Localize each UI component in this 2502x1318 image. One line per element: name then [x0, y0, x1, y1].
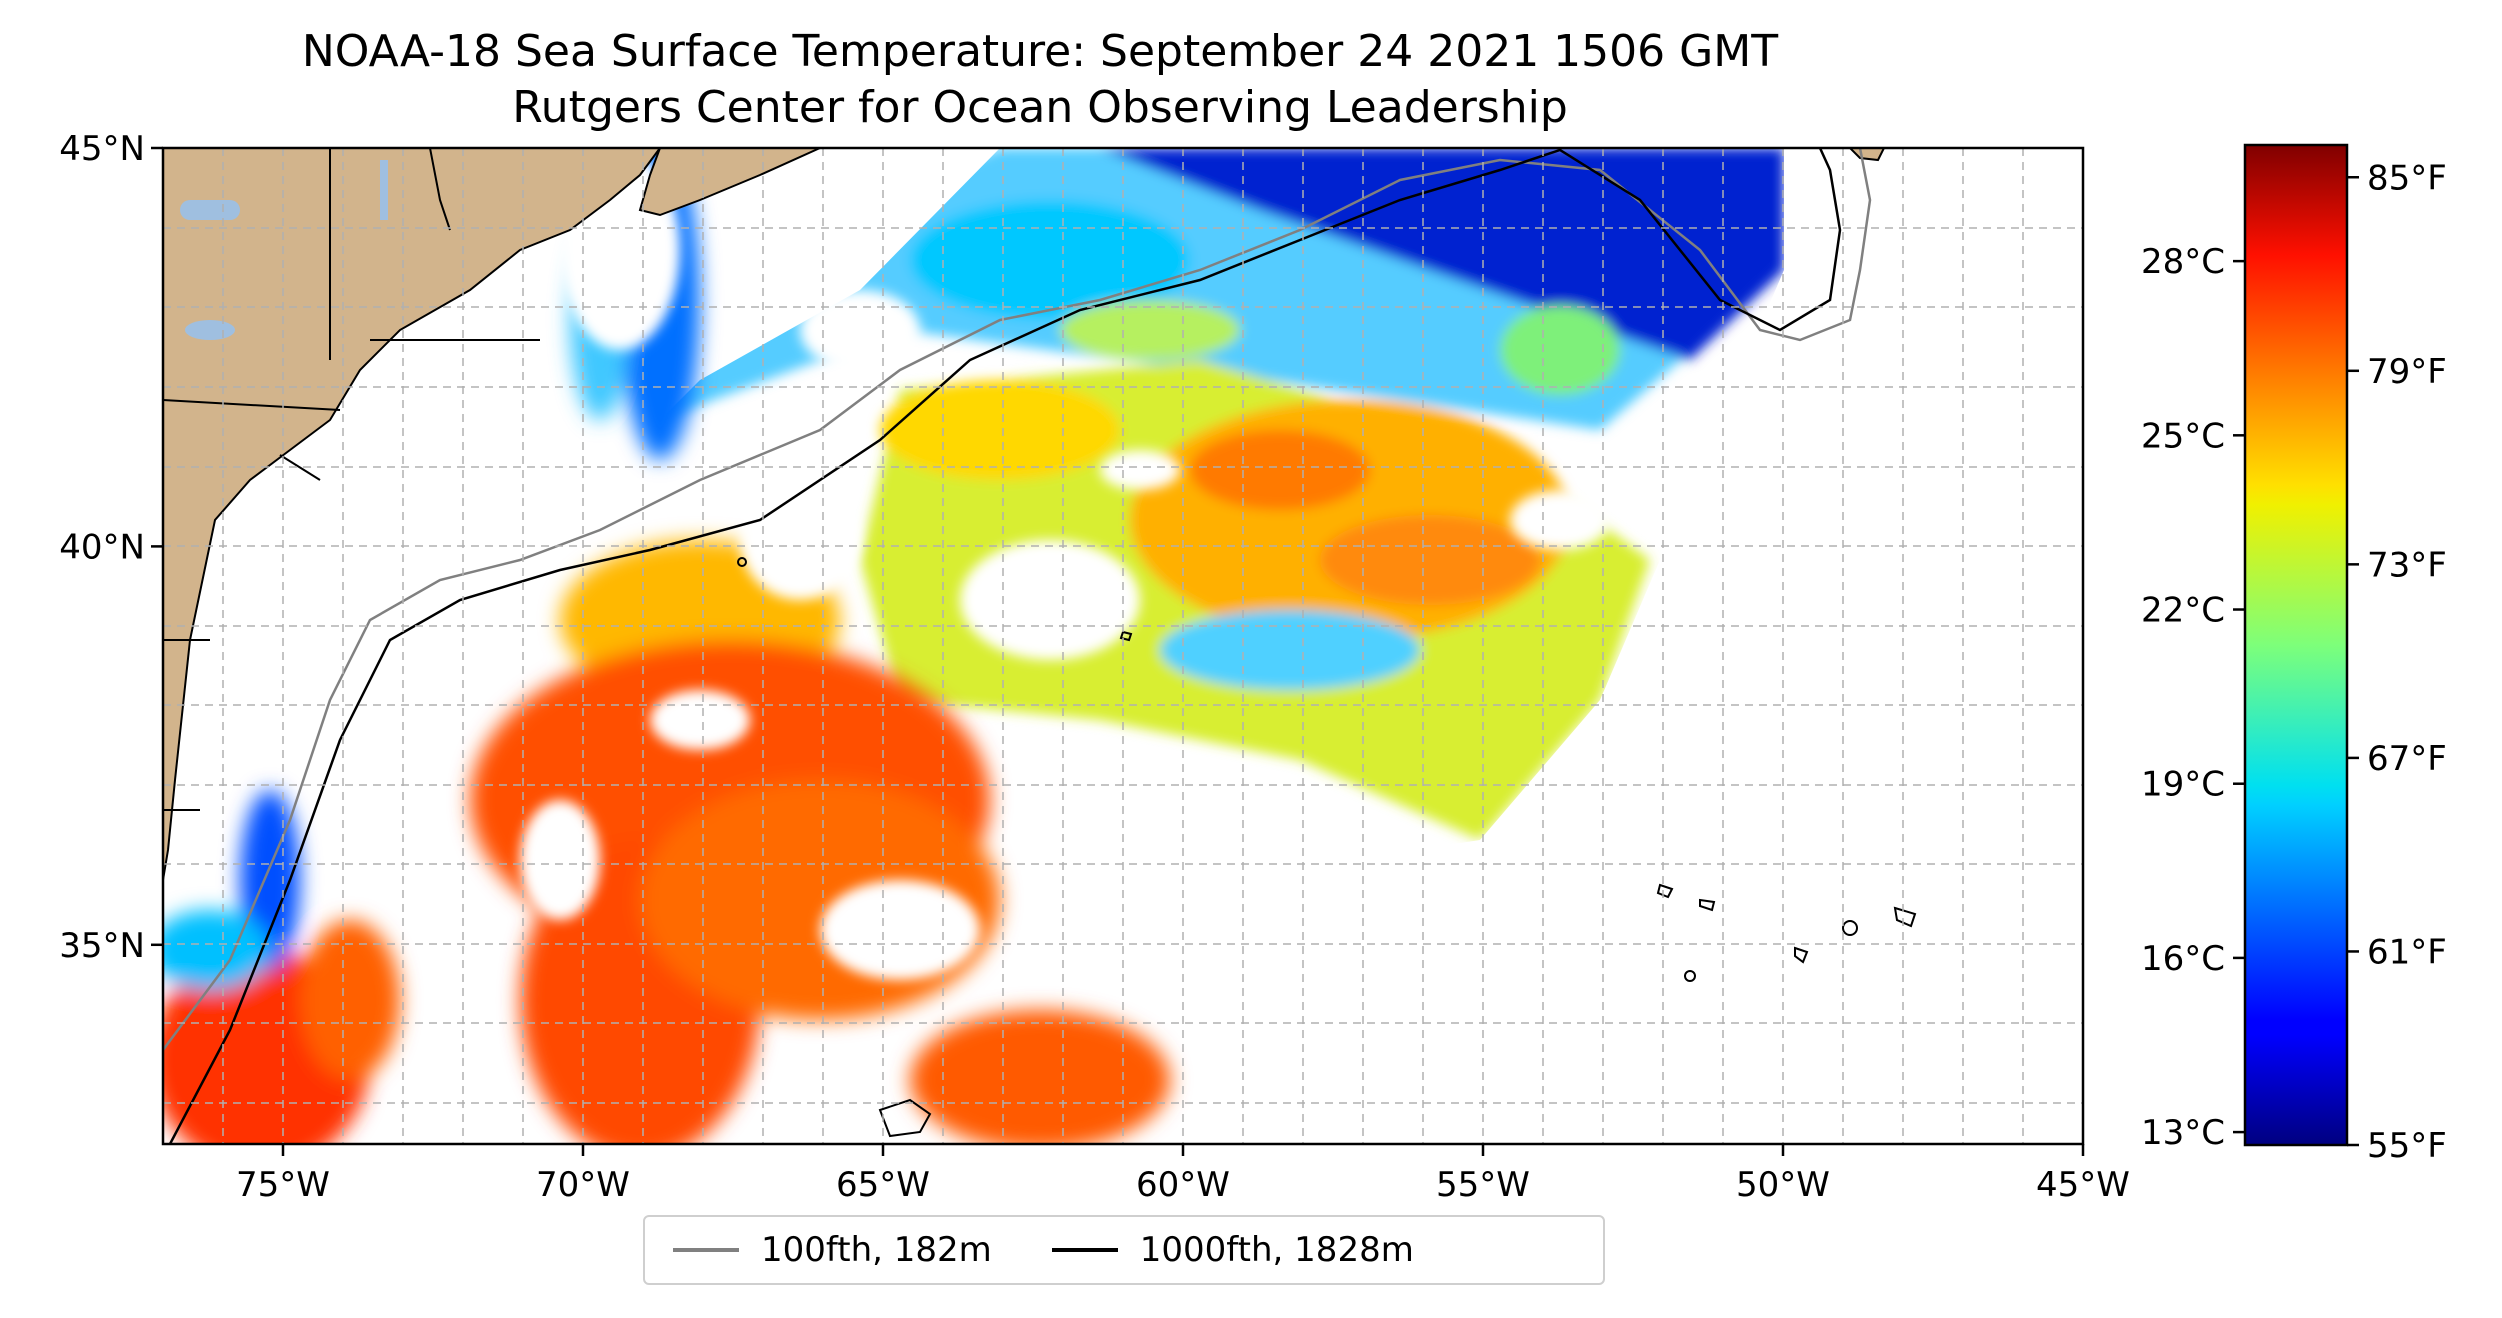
state-borders [163, 148, 540, 811]
celsius-tick-label: 22°C [2141, 591, 2225, 631]
x-tick-label: 45°W [2036, 1165, 2130, 1205]
fahrenheit-tick-label: 61°F [2367, 932, 2447, 972]
fahrenheit-tick-label: 67°F [2367, 739, 2447, 779]
chart-title: NOAA-18 Sea Surface Temperature: Septemb… [301, 26, 1779, 77]
colorbar-fahrenheit-axis: 85°F 79°F 73°F 67°F 61°F 55°F [2347, 158, 2447, 1166]
isobath-100fth [163, 148, 1872, 1051]
celsius-tick-label: 13°C [2141, 1113, 2225, 1153]
x-tick-label: 75°W [236, 1165, 330, 1205]
legend-swatch-gray [673, 1248, 739, 1252]
legend-item-1000fth: 1000fth, 1828m [1051, 1230, 1414, 1270]
celsius-tick-label: 25°C [2141, 416, 2225, 456]
isobath-1000fth [168, 148, 1842, 1144]
celsius-tick-label: 16°C [2141, 939, 2225, 979]
x-tick-label: 70°W [536, 1165, 630, 1205]
y-axis: 45°N 40°N 35°N [59, 129, 163, 966]
legend-label-1000fth: 1000fth, 1828m [1139, 1230, 1414, 1270]
y-tick-label: 35°N [59, 926, 145, 966]
islands [737, 557, 1917, 1138]
y-tick-label: 40°N [59, 527, 145, 567]
legend-swatch-black [1051, 1248, 1118, 1252]
sst-swath [163, 148, 1784, 1144]
x-tick-label: 55°W [1436, 1165, 1530, 1205]
fahrenheit-tick-label: 79°F [2367, 352, 2447, 392]
y-tick-label: 45°N [59, 129, 145, 169]
x-axis: 75°W 70°W 65°W 60°W 55°W 50°W 45°W [236, 1144, 2130, 1205]
x-tick-label: 65°W [836, 1165, 930, 1205]
land-mass [163, 148, 1886, 881]
map-gridlines [163, 148, 2083, 1144]
colorbar [2243, 143, 2349, 1147]
x-tick-label: 60°W [1136, 1165, 1230, 1205]
legend-item-100fth: 100fth, 182m [673, 1230, 992, 1270]
chart-subtitle: Rutgers Center for Ocean Observing Leade… [512, 82, 1568, 133]
fahrenheit-tick-label: 73°F [2367, 545, 2447, 585]
colorbar-celsius-axis: 28°C 25°C 22°C 19°C 16°C 13°C [2141, 242, 2245, 1153]
fahrenheit-tick-label: 55°F [2367, 1126, 2447, 1166]
map-frame [161, 146, 2085, 1146]
map-panel [163, 148, 2083, 1144]
celsius-tick-label: 19°C [2141, 765, 2225, 805]
celsius-tick-label: 28°C [2141, 242, 2225, 282]
fahrenheit-tick-label: 85°F [2367, 158, 2447, 198]
legend-label-100fth: 100fth, 182m [761, 1230, 992, 1270]
x-tick-label: 50°W [1736, 1165, 1830, 1205]
legend: 100fth, 182m 1000fth, 1828m [643, 1215, 1605, 1285]
